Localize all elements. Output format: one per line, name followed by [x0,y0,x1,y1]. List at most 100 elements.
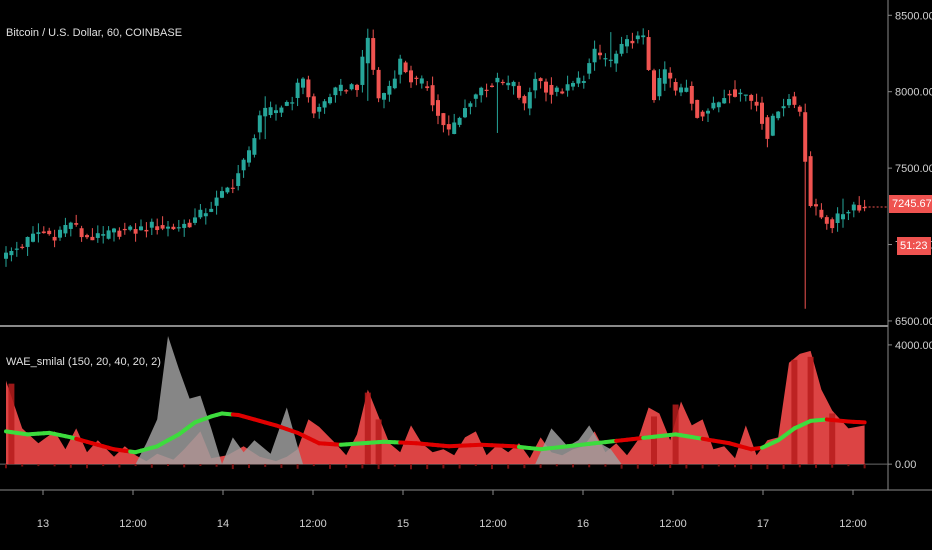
candle-body [765,117,770,139]
candle [652,68,656,103]
candle [571,80,575,91]
candle [770,113,775,137]
candle-body [851,204,856,211]
candle-body [328,97,332,104]
candle [684,79,689,93]
candle-body [533,78,538,91]
candle-body [468,103,473,107]
candle-body [830,219,835,229]
candle [360,49,365,93]
histogram-neg-tick [377,464,380,470]
candle [614,50,619,72]
time-tick-label: 16 [577,518,589,530]
candle-body [36,232,41,234]
candle [236,164,241,191]
candle-body [68,222,73,229]
candle-body [495,77,500,83]
candle-body [538,78,543,82]
candle [862,199,867,212]
candle [295,78,300,107]
candle-body [106,230,111,239]
candle [290,96,295,111]
candle [792,91,797,109]
candle [549,77,554,104]
candle-body [646,37,651,70]
histogram-neg-tick [280,464,283,468]
candle [544,78,548,102]
candle-body [387,85,392,95]
candle-body [252,138,257,155]
candle [695,99,700,119]
candle-body [301,78,305,88]
candle [414,75,419,86]
candle [95,225,100,243]
histogram-neg-tick [572,464,574,468]
candle [808,151,813,208]
candle-body [700,111,705,117]
histogram-neg-tick [442,464,445,469]
histogram-neg-tick [53,464,56,467]
candle-body [819,209,824,218]
histogram-gray-area [222,407,303,465]
candle-body [517,85,521,98]
candle-body [738,92,743,95]
candle-body [473,94,478,99]
histogram-neg-tick [831,464,834,468]
candle-body [673,82,678,91]
candle-body [14,248,19,250]
candle [301,77,305,95]
histogram-neg-tick [669,464,672,469]
candle-body [414,77,419,79]
candle-body [630,40,635,44]
histogram-neg-tick [539,464,542,468]
candle-body [355,84,359,91]
candle [149,218,154,236]
candle-body [797,106,802,112]
candle-body [506,82,511,86]
candle-body [338,84,343,92]
candle [122,222,127,235]
histogram-neg-tick [118,464,121,468]
candle [716,101,721,113]
candle-body [565,84,570,91]
candle-body [436,100,440,116]
candle [403,60,408,74]
candle [835,207,840,232]
candle [333,86,338,103]
time-tick-label: 12:00 [839,518,867,530]
candle [160,216,165,231]
histogram-dark-bar [651,416,657,465]
candle-body [490,85,494,88]
candle-body [733,89,737,97]
candle [128,225,133,232]
histogram-neg-tick [248,464,250,469]
candle-body [63,224,68,234]
candle [198,204,203,220]
candle-body [322,101,327,108]
candle [673,78,678,96]
candle-body [52,236,57,241]
candle [565,75,570,97]
candle-body [193,217,197,223]
candle [101,226,106,244]
price-tick-label: 8500.00 [895,10,932,22]
candle-body [268,107,273,116]
candle-body [743,94,748,96]
candle-body [333,87,338,96]
main-chart-title: Bitcoin / U.S. Dollar, 60, COINBASE [6,27,183,39]
candle-body [263,107,268,117]
candle-body [587,63,592,74]
candle-body [230,187,235,189]
candle-body [592,48,597,63]
histogram-neg-tick [685,464,688,469]
candle [31,226,35,243]
candle [641,28,646,45]
candle [500,79,505,86]
candle-body [554,87,559,92]
candle [268,101,273,118]
candle-body [311,96,316,114]
candle-body [689,85,694,104]
time-tick-label: 13 [37,518,49,530]
time-tick-label: 17 [757,518,769,530]
